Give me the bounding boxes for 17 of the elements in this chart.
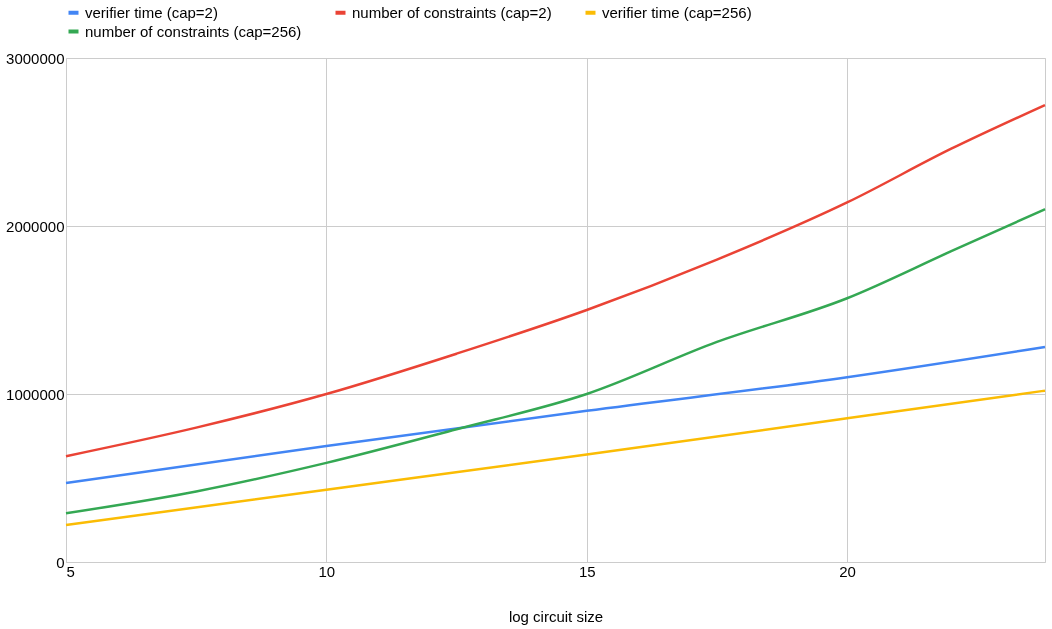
y-tick-label: 2000000 (6, 217, 65, 235)
line-series (64, 345, 1047, 485)
legend-label: verifier time (cap=256) (602, 3, 752, 21)
line-series (64, 389, 1047, 527)
line-series (64, 207, 1047, 515)
y-tick-label: 1000000 (6, 385, 65, 403)
legend-label: number of constraints (cap=256) (85, 22, 302, 40)
y-tick-label: 3000000 (6, 49, 65, 67)
legend-label: number of constraints (cap=2) (352, 3, 552, 21)
x-tick-label: 10 (318, 562, 336, 580)
x-tick-label: 20 (839, 562, 856, 580)
legend-label: verifier time (cap=2) (85, 3, 218, 21)
line-series (64, 103, 1047, 458)
x-axis-title: log circuit size (508, 607, 604, 625)
x-tick-label: 5 (66, 562, 75, 580)
x-tick-label: 15 (578, 562, 596, 580)
y-tick-label: 0 (56, 553, 65, 571)
